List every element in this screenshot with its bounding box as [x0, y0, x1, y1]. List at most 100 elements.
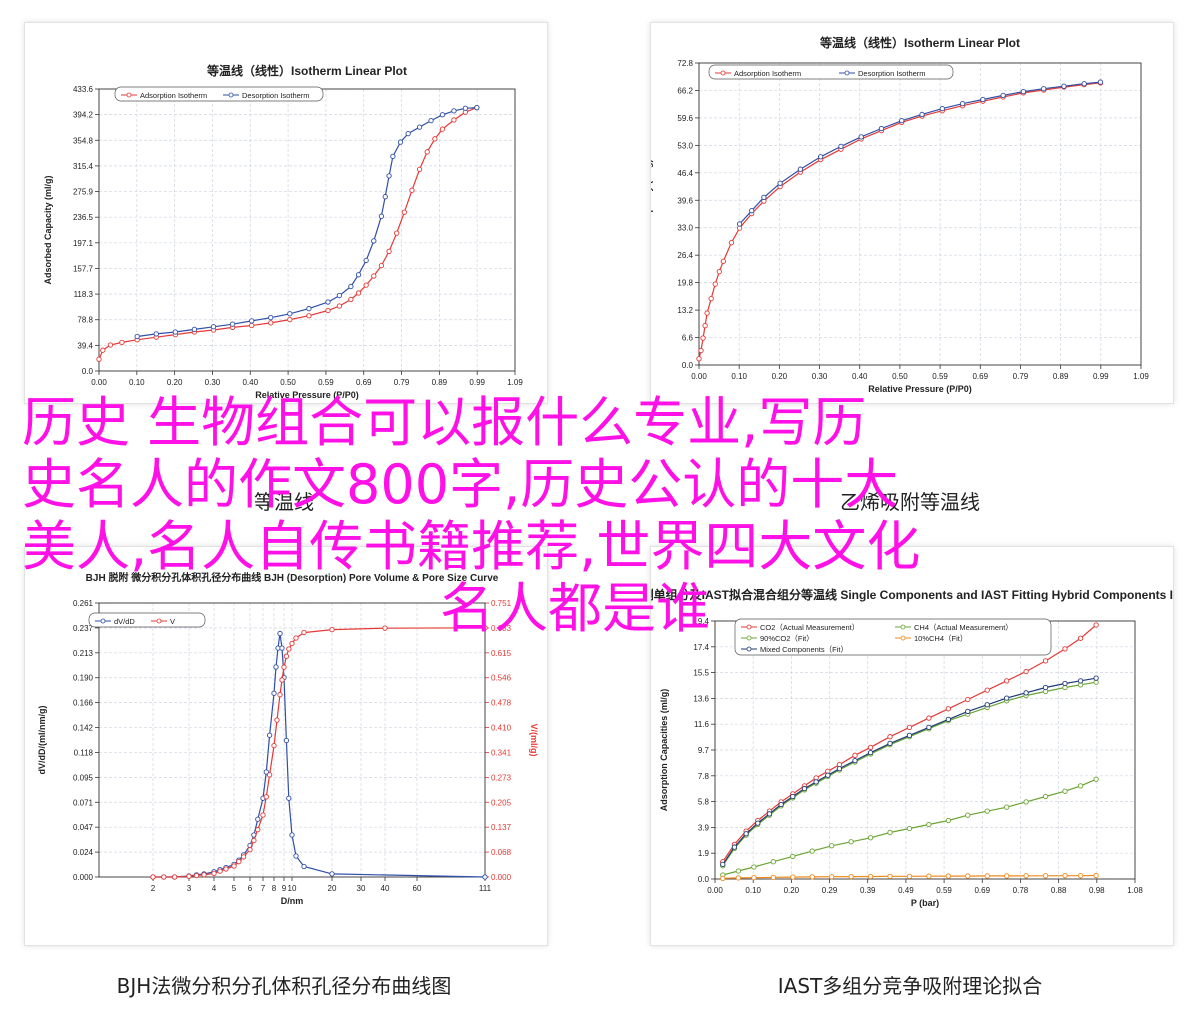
- chart-panel-isotherm-right: 等温线（线性）Isotherm Linear Plot 0.00 0.10 0.20 0…: [650, 22, 1174, 404]
- x-tick-label: 6: [248, 884, 253, 893]
- data-point: [451, 117, 457, 123]
- data-point: [825, 772, 831, 778]
- data-point: [939, 105, 945, 112]
- data-point: [397, 139, 404, 145]
- data-point: [100, 347, 106, 353]
- data-point: [263, 794, 269, 800]
- y-tick-label: 5.8: [698, 798, 710, 807]
- data-point: [731, 844, 738, 850]
- data-point: [867, 873, 874, 880]
- y-tick-label: 0.047: [73, 823, 94, 832]
- y-tick-label: 19.4: [693, 617, 709, 626]
- data-point: [171, 874, 178, 880]
- data-point: [836, 765, 843, 772]
- y-right-tick-label: 0.137: [491, 823, 512, 832]
- data-point: [371, 273, 377, 279]
- data-point: [386, 248, 392, 254]
- data-point: [263, 769, 269, 775]
- data-point: [790, 853, 796, 860]
- data-point: [96, 356, 102, 362]
- y-tick-label: 0.071: [73, 798, 94, 807]
- legend: CO2（Actual Measurement） CH4（Actual Measur…: [734, 618, 1052, 656]
- y-tick-label: 0.0: [82, 367, 94, 376]
- x-tick-label: 0.10: [129, 378, 145, 387]
- data-point: [867, 750, 874, 756]
- y-tick-label: 236.5: [73, 213, 94, 222]
- data-point: [281, 664, 287, 670]
- x-tick-label: 0.29: [822, 886, 838, 895]
- caption-top-left: 等温线: [254, 490, 314, 514]
- data-point: [1093, 622, 1099, 628]
- data-point: [329, 626, 335, 633]
- legend-swatch-marker: [720, 70, 726, 76]
- caption-bottom-right: IAST多组分竞争吸附理论拟合: [777, 974, 1043, 998]
- data-point: [790, 874, 796, 880]
- chart-panel-isotherm-left: 等温线（线性）Isotherm Linear Plot 0.00 0.10 0.20 0…: [24, 22, 548, 404]
- x-tick-label: 0.79: [1013, 372, 1029, 381]
- y-tick-label: 0.190: [73, 674, 94, 683]
- data-point: [906, 825, 913, 832]
- data-point: [848, 839, 854, 845]
- data-point: [268, 320, 274, 326]
- data-point: [325, 307, 331, 314]
- x-tick-label: 0.78: [1013, 886, 1029, 895]
- data-point: [1042, 684, 1049, 691]
- x-tick-label: 0.10: [745, 886, 761, 895]
- y-tick-label: 13.6: [693, 694, 709, 703]
- y-tick-label: 26.4: [677, 251, 693, 260]
- data-point: [1042, 873, 1049, 879]
- y-tick-label: 66.2: [677, 86, 693, 95]
- data-point: [236, 859, 242, 865]
- x-tick-label: 0.49: [898, 886, 914, 895]
- data-point: [1077, 678, 1084, 684]
- y-tick-label: 0.142: [73, 724, 94, 733]
- data-point: [193, 872, 200, 879]
- y-tick-label: 39.6: [677, 196, 693, 205]
- data-point: [363, 282, 369, 288]
- chart-title: 实测单组分及IAST拟合混合组分等温线 Single Components an…: [651, 587, 1173, 602]
- y-right-tick-label: 0.683: [491, 624, 512, 633]
- data-point: [1077, 635, 1084, 641]
- data-point: [1077, 873, 1084, 879]
- data-point: [867, 835, 874, 841]
- data-point: [858, 134, 864, 140]
- chart-panel-bjh: BJH 脱附 微分积分孔体积孔径分布曲线 BJH (Desorption) Po…: [24, 546, 548, 946]
- data-point: [829, 874, 835, 880]
- y-tick-label: 19.8: [677, 279, 693, 288]
- data-point: [266, 732, 273, 738]
- data-point: [1023, 873, 1029, 879]
- x-tick-label: 7: [261, 884, 266, 893]
- data-point: [336, 292, 343, 299]
- data-point: [809, 874, 815, 880]
- x-tick-label: 0.00: [691, 372, 707, 381]
- y-tick-label: 0.237: [73, 624, 94, 633]
- data-point: [878, 125, 885, 132]
- x-tick-label: 9: [282, 884, 287, 893]
- data-point: [751, 864, 757, 870]
- overlay-title-line-3: 美人,名人自传书籍推荐,世界四大文化: [22, 515, 921, 578]
- data-point: [708, 295, 714, 302]
- chart-title: BJH 脱附 微分积分孔体积孔径分布曲线 BJH (Desorption) Po…: [86, 571, 499, 584]
- y-tick-label: 0.024: [73, 848, 94, 857]
- x-tick-label: 0.50: [280, 378, 296, 387]
- data-point: [289, 640, 295, 647]
- data-point: [286, 646, 292, 652]
- data-point: [382, 625, 388, 631]
- data-point: [704, 310, 710, 316]
- overlay-title-line-2: 史名人的作文800字,历史公认的十大: [22, 453, 899, 516]
- data-point: [698, 347, 704, 354]
- x-tick-label: 0.88: [1051, 886, 1067, 895]
- x-tick-label: 0.30: [205, 378, 221, 387]
- data-point: [761, 194, 767, 201]
- x-tick-label: 2: [151, 884, 156, 893]
- data-point: [720, 258, 726, 264]
- data-point: [778, 801, 784, 808]
- data-point: [797, 166, 804, 172]
- data-point: [279, 677, 285, 683]
- data-point: [201, 872, 207, 878]
- legend-entry: V: [170, 617, 175, 626]
- x-tick-label: 1.09: [1133, 372, 1149, 381]
- y-tick-label: 17.4: [693, 643, 709, 652]
- plot-frame: [98, 88, 516, 372]
- data-point: [906, 873, 913, 879]
